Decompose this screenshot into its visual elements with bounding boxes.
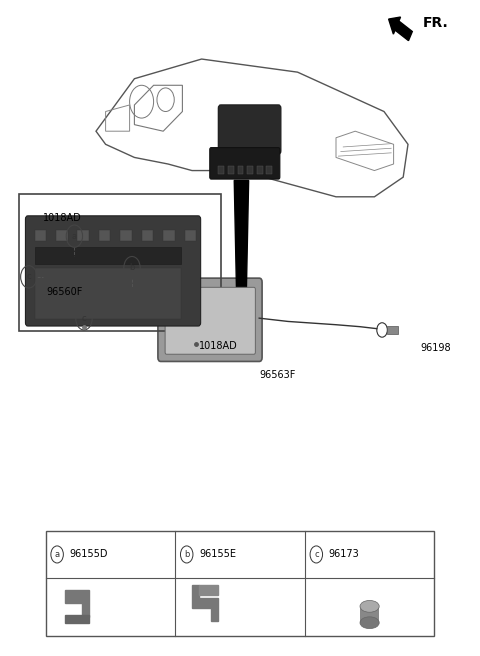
Bar	[56, 230, 68, 241]
FancyBboxPatch shape	[25, 216, 201, 326]
Text: 96173: 96173	[329, 550, 360, 560]
FancyBboxPatch shape	[210, 148, 280, 179]
Text: 96563F: 96563F	[259, 370, 296, 380]
Text: c: c	[314, 550, 319, 559]
Bar	[142, 230, 154, 241]
Text: b: b	[129, 263, 135, 272]
FancyBboxPatch shape	[165, 287, 255, 354]
Bar	[360, 606, 379, 623]
Bar	[35, 268, 181, 319]
Bar	[35, 230, 46, 241]
Text: c: c	[26, 272, 31, 281]
Bar	[257, 166, 263, 174]
Ellipse shape	[360, 617, 379, 628]
Text: 96155D: 96155D	[70, 550, 108, 560]
Text: FR.: FR.	[422, 16, 448, 30]
Bar	[77, 230, 89, 241]
Bar	[46, 531, 434, 636]
Polygon shape	[199, 585, 218, 595]
Bar	[266, 166, 272, 174]
Polygon shape	[230, 297, 250, 308]
Text: a: a	[55, 550, 60, 559]
Text: c: c	[82, 314, 86, 323]
FancyBboxPatch shape	[158, 278, 262, 361]
Text: 96155E: 96155E	[199, 550, 236, 560]
Bar	[99, 230, 110, 241]
Bar	[228, 166, 234, 174]
Bar	[185, 230, 196, 241]
Bar	[35, 247, 181, 264]
Polygon shape	[65, 615, 89, 623]
Ellipse shape	[360, 600, 379, 612]
Polygon shape	[192, 585, 218, 621]
Bar	[387, 326, 398, 334]
Text: 1018AD: 1018AD	[199, 340, 238, 351]
FancyArrow shape	[389, 17, 412, 41]
Bar	[19, 194, 221, 331]
Bar	[163, 230, 175, 241]
Bar	[247, 166, 253, 174]
Bar	[218, 166, 224, 174]
Text: a: a	[72, 232, 77, 241]
Text: 96198: 96198	[420, 342, 451, 353]
Bar	[238, 166, 243, 174]
FancyBboxPatch shape	[218, 105, 281, 154]
Text: b: b	[184, 550, 190, 559]
Polygon shape	[234, 180, 249, 297]
Bar	[120, 230, 132, 241]
Polygon shape	[65, 590, 89, 617]
Text: 1018AD: 1018AD	[43, 213, 82, 222]
Text: 96560F: 96560F	[47, 287, 83, 297]
